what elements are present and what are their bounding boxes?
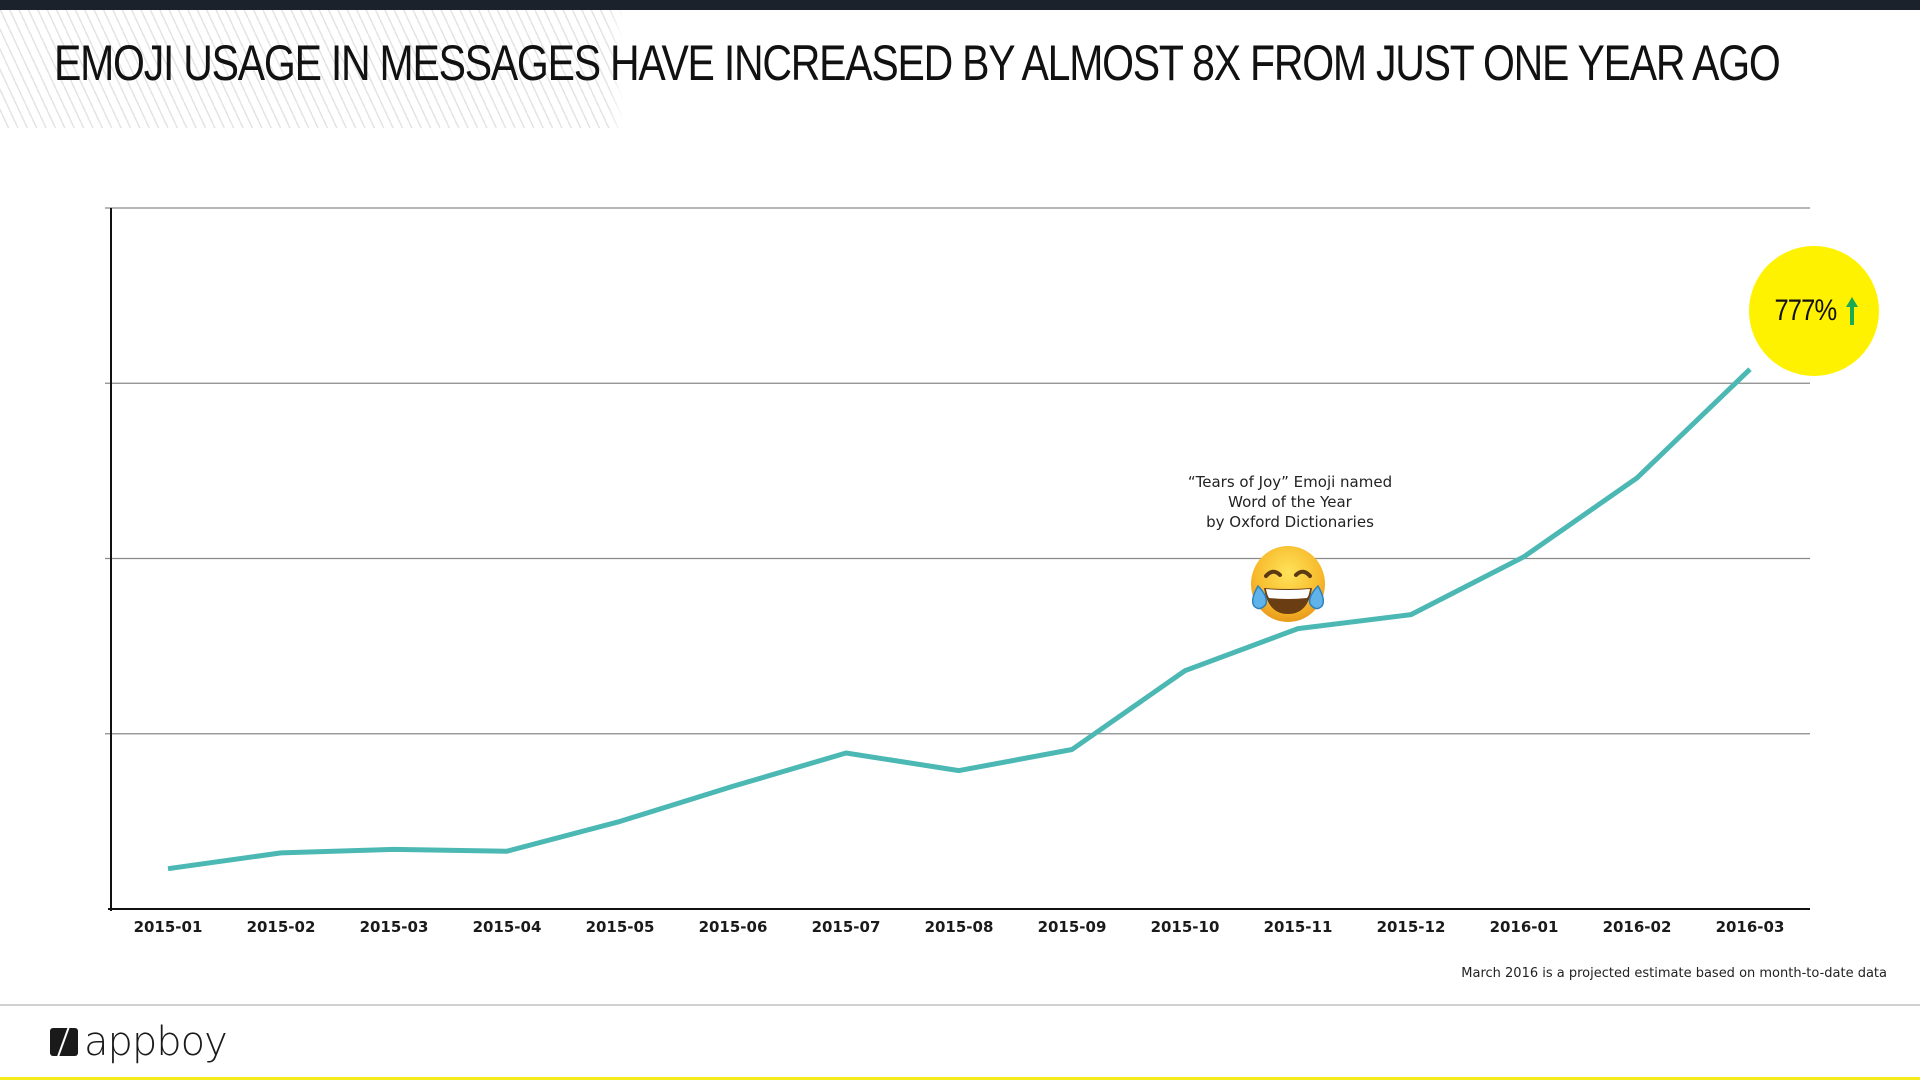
x-axis-label: 2015-07: [812, 918, 881, 936]
page-title: EMOJI USAGE IN MESSAGES HAVE INCREASED B…: [54, 35, 1781, 91]
face-with-tears-of-joy-icon: [1251, 546, 1325, 622]
annotation-line-3: by Oxford Dictionaries: [1206, 513, 1374, 531]
x-axis-label: 2016-03: [1716, 918, 1785, 936]
logo-text: appboy: [84, 1019, 228, 1065]
x-axis-label: 2016-01: [1490, 918, 1559, 936]
line-chart: 2015-01 2015-02 2015-03 2015-04 2015-05 2015-…: [105, 207, 1810, 936]
x-axis-label: 2015-06: [699, 918, 768, 936]
decorative-stripes: [0, 10, 780, 128]
x-axis-label: 2015-03: [360, 918, 429, 936]
annotation-line-2: Word of the Year: [1228, 493, 1352, 511]
x-axis-label: 2016-02: [1603, 918, 1672, 936]
annotation-line-1: “Tears of Joy” Emoji named: [1187, 473, 1393, 491]
appboy-logo: appboy: [50, 1019, 228, 1065]
footnote: March 2016 is a projected estimate based…: [1461, 966, 1887, 981]
emoji-usage-line: [167, 367, 1752, 872]
growth-value: 777%: [1774, 294, 1837, 327]
x-axis-label: 2015-12: [1377, 918, 1446, 936]
x-axis-label: 2015-11: [1264, 918, 1333, 936]
x-axis-label: 2015-08: [925, 918, 994, 936]
x-axis-label: 2015-09: [1038, 918, 1107, 936]
gridlines: [105, 207, 1810, 735]
x-axis-label: 2015-01: [134, 918, 203, 936]
tears-of-joy-annotation: “Tears of Joy” Emoji named Word of the Y…: [1140, 472, 1440, 532]
bottom-accent-bar: [0, 1077, 1920, 1080]
x-axis-label: 2015-02: [247, 918, 316, 936]
up-arrow-icon: [1846, 297, 1859, 325]
x-axis-label: 2015-10: [1151, 918, 1220, 936]
top-bar: [0, 0, 1920, 10]
footer-divider: [0, 1004, 1920, 1006]
x-axis-labels: 2015-01 2015-02 2015-03 2015-04 2015-05 2015-…: [134, 918, 1785, 936]
appboy-logo-mark-icon: [50, 1028, 78, 1056]
growth-badge: 777%: [1749, 246, 1879, 376]
x-axis-label: 2015-05: [586, 918, 655, 936]
x-axis-label: 2015-04: [473, 918, 542, 936]
